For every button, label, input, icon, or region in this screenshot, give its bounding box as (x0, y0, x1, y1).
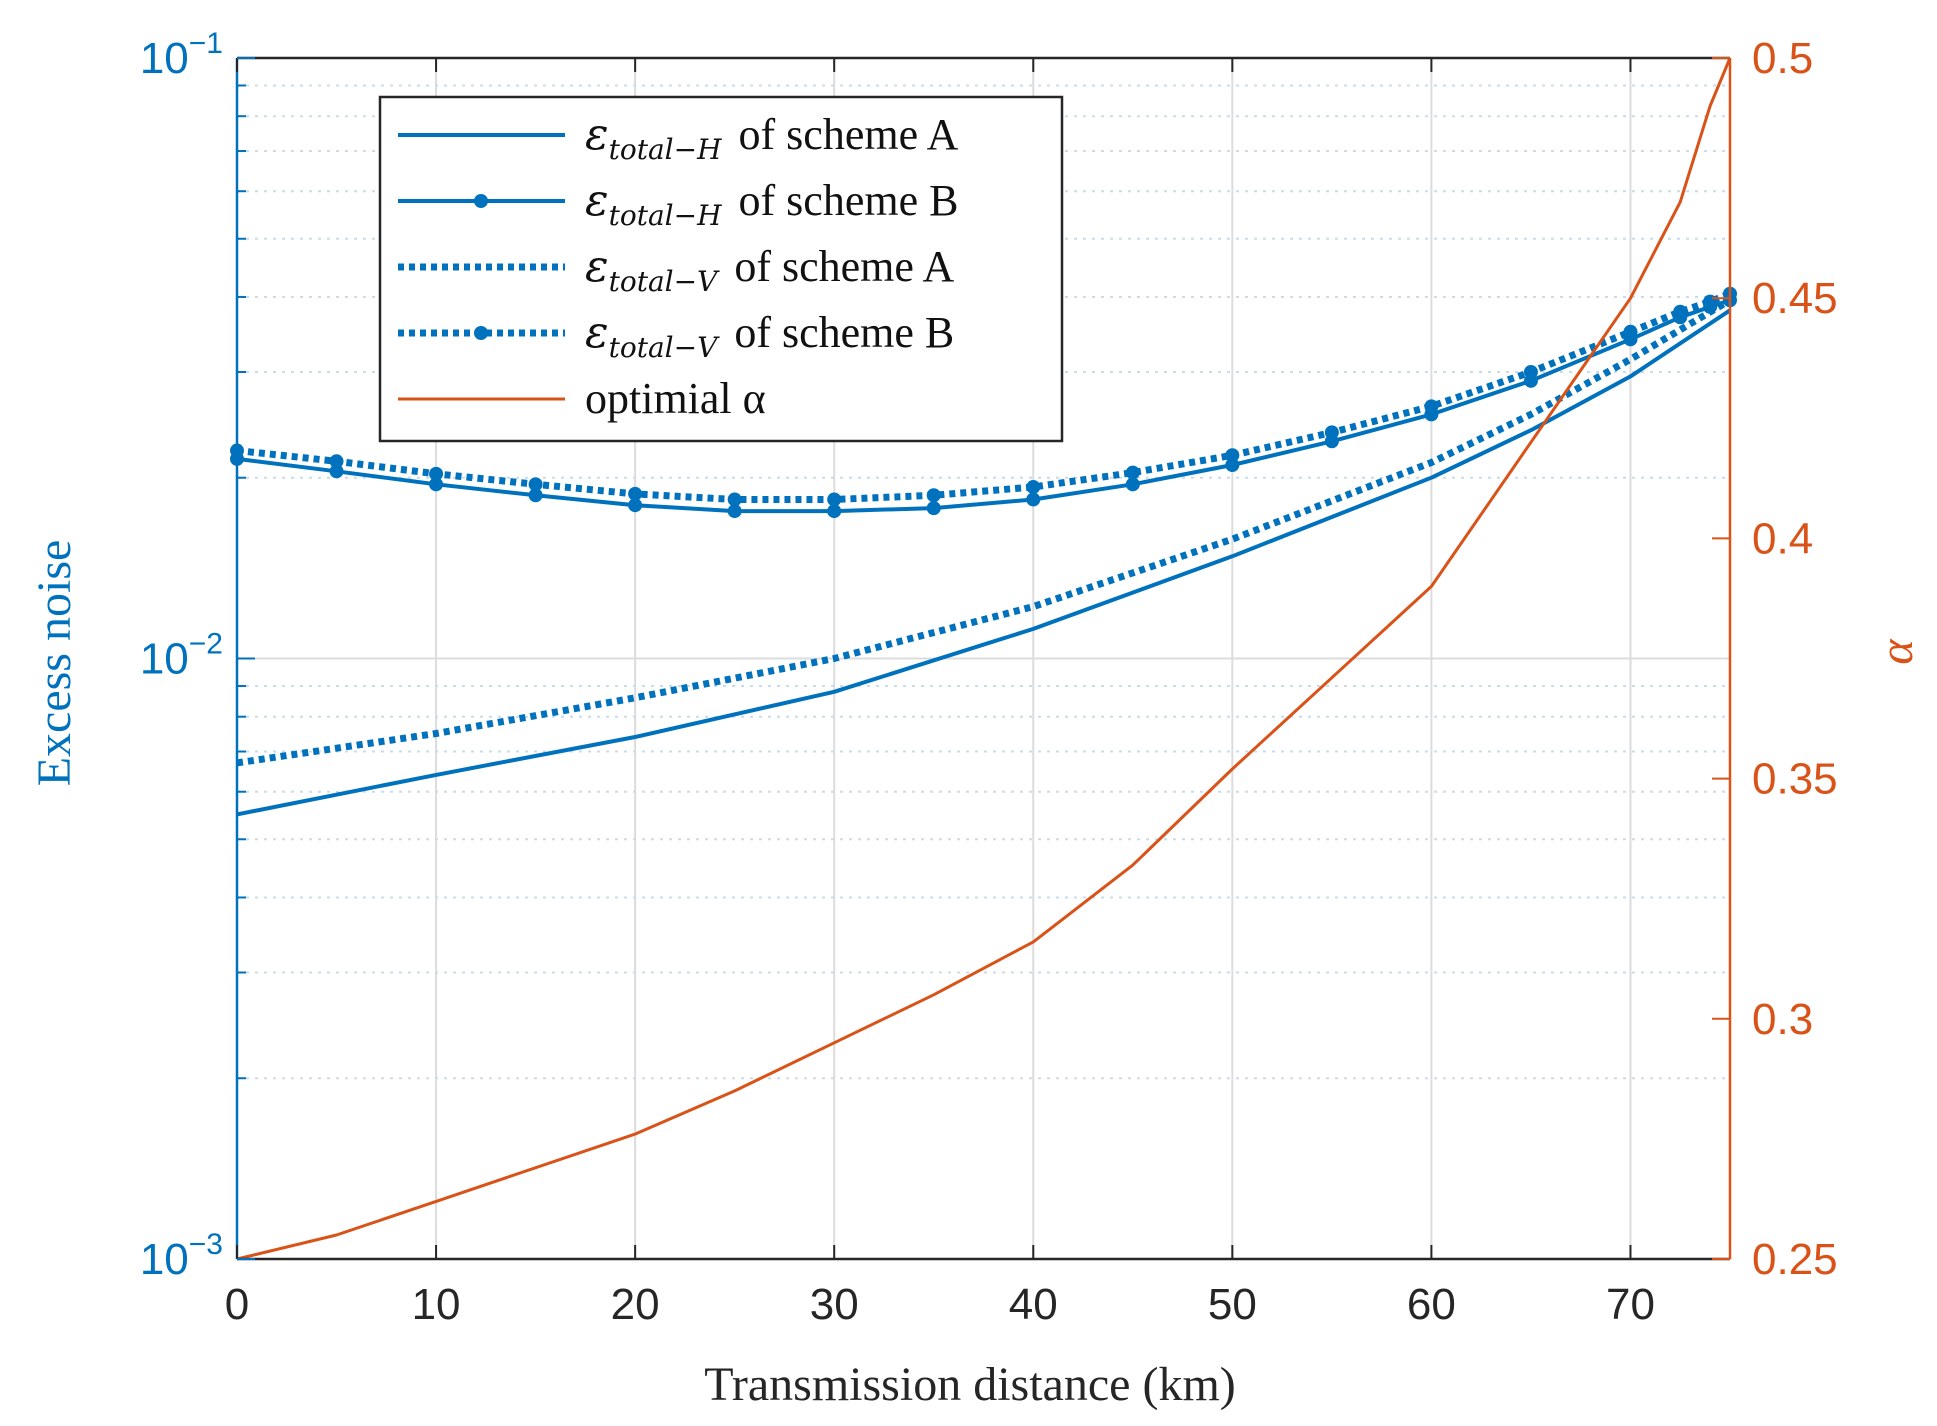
data-point (827, 504, 842, 519)
legend-entry-label: εtotal−V of scheme B (585, 307, 954, 364)
series-line (236, 308, 1732, 817)
data-point (1125, 477, 1140, 492)
data-point (528, 488, 543, 503)
data-point (1673, 304, 1688, 319)
x-tick-label: 70 (1606, 1280, 1655, 1329)
data-point (1424, 399, 1439, 414)
data-point (1324, 425, 1339, 440)
data-point (628, 498, 643, 513)
data-point (1225, 448, 1240, 463)
y-tick-label-right: 0.35 (1752, 755, 1838, 804)
x-axis-label: Transmission distance (km) (704, 1358, 1236, 1411)
series-layer (230, 57, 1737, 1261)
data-point (1703, 294, 1718, 309)
data-point (727, 504, 742, 519)
data-point (1225, 458, 1240, 473)
x-tick-label: 50 (1208, 1280, 1257, 1329)
data-point (1026, 492, 1041, 507)
data-point (329, 454, 344, 469)
x-tick-label: 10 (412, 1280, 461, 1329)
series-line (236, 298, 1731, 514)
series-line (236, 57, 1732, 1261)
y-tick-label-right: 0.45 (1752, 274, 1838, 323)
y-tick-label-left: 10−3 (140, 1228, 223, 1284)
tick-label-layer: 0 10 20 30 40 50 60 70 10−3 10−2 10−1 0.25 0.3 0.35 0.… (140, 27, 1838, 1329)
x-tick-label: 20 (611, 1280, 660, 1329)
y-tick-label-right: 0.5 (1752, 34, 1813, 83)
legend-box (378, 95, 1064, 443)
data-point (1125, 465, 1140, 480)
x-tick-label: 0 (225, 1280, 249, 1329)
x-tick-label: 60 (1407, 1280, 1456, 1329)
data-point (1026, 480, 1041, 495)
series-line (236, 297, 1732, 767)
legend-entry-label: optimial α (585, 374, 766, 423)
y-tick-label-right: 0.25 (1752, 1235, 1838, 1284)
legend-entry-label: εtotal−H of scheme B (585, 175, 958, 232)
data-point (727, 492, 742, 507)
y-tick-label-right: 0.3 (1752, 995, 1813, 1044)
data-point (429, 466, 444, 481)
x-tick-label: 40 (1009, 1280, 1058, 1329)
data-point (926, 501, 941, 516)
y-tick-label-left: 10−1 (140, 27, 223, 83)
data-point (1523, 364, 1538, 379)
data-point (628, 486, 643, 501)
data-point (329, 464, 344, 479)
legend: εtotal−H of scheme A εtotal−H of scheme B… (378, 95, 1064, 443)
data-point (528, 477, 543, 492)
axes-layer (235, 56, 1732, 1261)
data-point (827, 492, 842, 507)
y-tick-label-left: 10−2 (140, 628, 223, 684)
y-axis-label-right: α (1870, 639, 1923, 665)
data-point (1623, 324, 1638, 339)
y-tick-label-right: 0.4 (1752, 514, 1813, 563)
legend-entry-label: εtotal−H of scheme A (585, 109, 959, 166)
data-point (429, 477, 444, 492)
data-point (926, 488, 941, 503)
legend-entry-label: εtotal−V of scheme A (585, 241, 954, 298)
y-axis-label-left: Excess noise (28, 540, 81, 787)
series-line (236, 290, 1732, 503)
legend-marker (474, 194, 488, 208)
legend-marker (474, 326, 488, 340)
x-tick-label: 30 (810, 1280, 859, 1329)
